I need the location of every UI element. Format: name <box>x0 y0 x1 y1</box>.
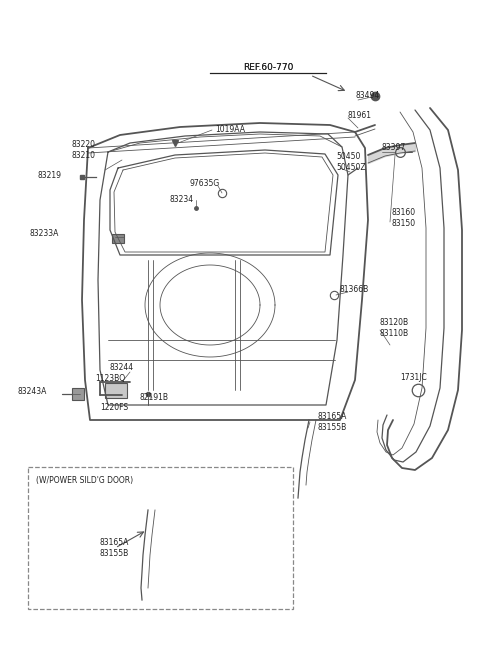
Text: 83494: 83494 <box>356 90 380 100</box>
FancyBboxPatch shape <box>72 388 84 400</box>
Text: 97635G: 97635G <box>190 179 220 187</box>
Text: 83397: 83397 <box>382 143 406 153</box>
FancyBboxPatch shape <box>112 234 124 243</box>
Text: 1220FS: 1220FS <box>100 403 128 413</box>
Text: 1731JC: 1731JC <box>400 373 427 383</box>
Text: 83165A
83155B: 83165A 83155B <box>100 538 130 557</box>
Text: 50450
50450Z: 50450 50450Z <box>336 153 366 172</box>
Text: 1019AA: 1019AA <box>215 126 245 134</box>
Text: 1123BQ: 1123BQ <box>95 373 125 383</box>
Text: 83160
83150: 83160 83150 <box>392 208 416 227</box>
Text: REF.60-770: REF.60-770 <box>243 64 293 73</box>
Text: 82191B: 82191B <box>140 394 169 403</box>
Text: 81366B: 81366B <box>340 286 369 295</box>
Text: 83243A: 83243A <box>18 388 48 396</box>
Text: 83244: 83244 <box>110 364 134 373</box>
Text: 83234: 83234 <box>170 195 194 204</box>
Text: 83219: 83219 <box>38 170 62 179</box>
Text: 83165A
83155B: 83165A 83155B <box>318 413 348 432</box>
Text: 83233A: 83233A <box>30 229 60 238</box>
Text: (W/POWER SILD'G DOOR): (W/POWER SILD'G DOOR) <box>36 476 133 485</box>
Text: 81961: 81961 <box>348 111 372 119</box>
FancyBboxPatch shape <box>105 383 127 398</box>
Text: 83120B
83110B: 83120B 83110B <box>380 318 409 337</box>
Text: REF.60-770: REF.60-770 <box>243 64 293 73</box>
Text: 83220
83210: 83220 83210 <box>72 140 96 160</box>
